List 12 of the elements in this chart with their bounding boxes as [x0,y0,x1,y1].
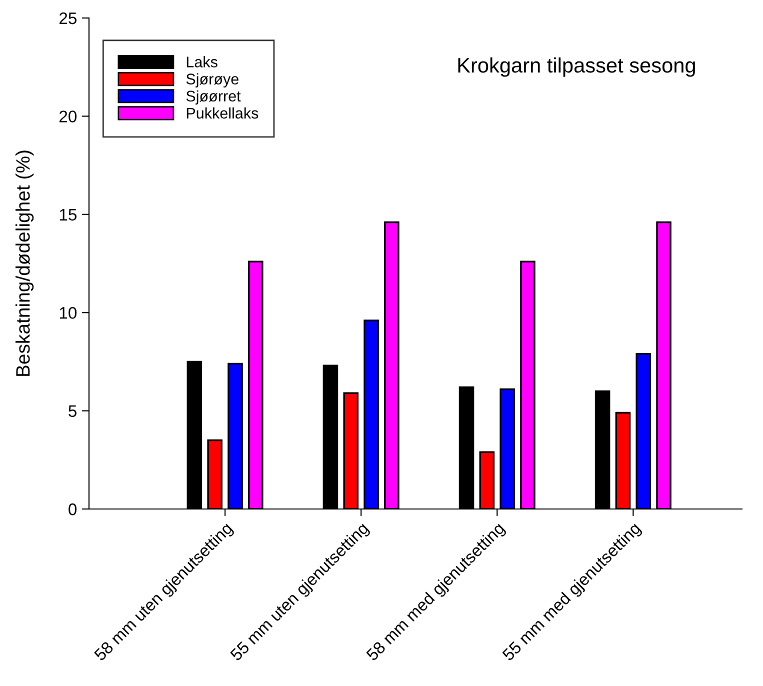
y-tick-label: 5 [68,405,76,418]
y-tick-label: 10 [60,307,77,319]
text: Krokgarn tilpasset sesong [458,57,695,77]
legend-label: Sjørøye [186,73,238,88]
y-tick-label: 20 [59,110,77,122]
legend-label: Laks [186,56,218,68]
y-tick-label: 25 [59,12,76,24]
legend-label: Sjøørret [186,90,241,105]
y-axis-title: Beskatning/dødelighet (%) [16,150,34,376]
y-tick-label: 15 [60,208,76,221]
legend-label: Pukkellaks [186,107,258,119]
y-tick-label: 0 [68,503,77,516]
